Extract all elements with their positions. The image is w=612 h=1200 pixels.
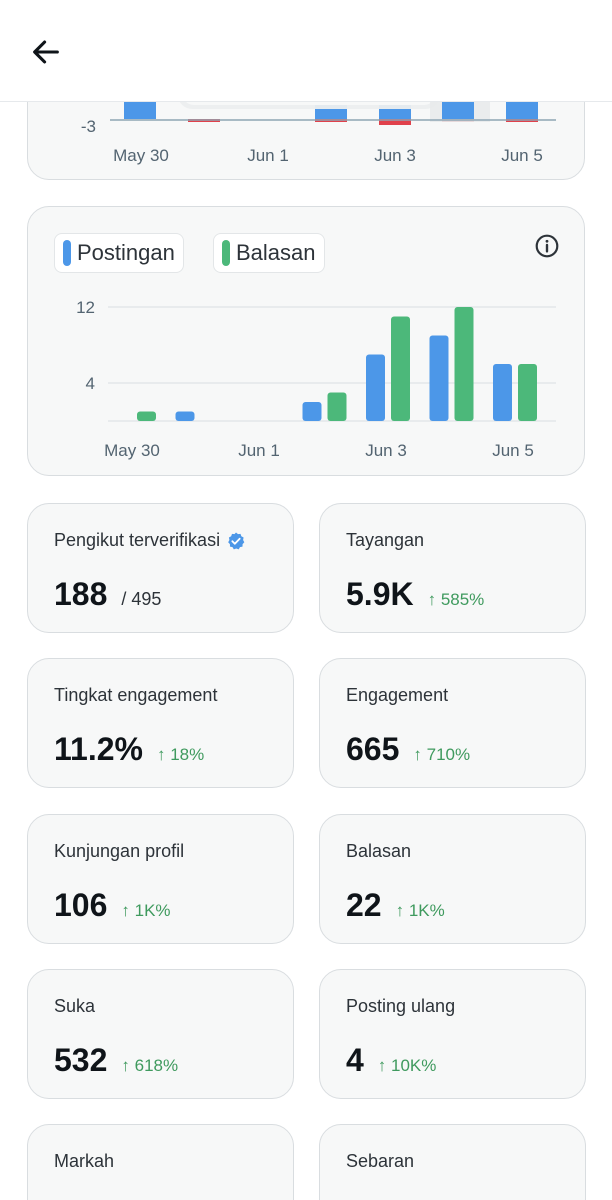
stat-value-row: 188 / 495	[54, 576, 161, 613]
bar-posts	[175, 411, 195, 421]
stat-change: ↑ 10K%	[377, 1056, 437, 1075]
bar-posts	[429, 335, 449, 421]
stat-card-bookmarks[interactable]: Markah	[27, 1124, 294, 1200]
bar-replies	[391, 316, 410, 421]
stat-label: Pengikut terverifikasi	[54, 530, 246, 551]
stat-card-profile-visits[interactable]: Kunjungan profil 106 ↑ 1K%	[27, 814, 294, 944]
arrow-left-icon	[33, 40, 59, 64]
stat-value: 188	[54, 576, 108, 612]
top-chart-x-tick: Jun 5	[501, 146, 543, 165]
stat-value: 5.9K	[346, 576, 414, 612]
top-chart-bar	[442, 101, 474, 119]
stat-change: ↑ 18%	[156, 745, 205, 764]
top-chart-x-tick: Jun 1	[247, 146, 289, 165]
top-chart-bar	[379, 119, 411, 125]
stat-value-row: 665 ↑ 710%	[346, 731, 470, 768]
stat-card-likes[interactable]: Suka 532 ↑ 618%	[27, 969, 294, 1099]
top-chart-y-tick: -3	[81, 117, 96, 136]
info-icon[interactable]	[534, 233, 560, 259]
stat-card-shares[interactable]: Sebaran	[319, 1124, 586, 1200]
bar-replies	[518, 364, 537, 421]
activity-chart-card: Postingan Balasan 12 4 May 30 Jun 1 Jun 3 Jun…	[27, 206, 585, 476]
bar-posts	[493, 364, 512, 421]
stat-card-replies[interactable]: Balasan 22 ↑ 1K%	[319, 814, 586, 944]
stat-card-verified-followers[interactable]: Pengikut terverifikasi 188 / 495	[27, 503, 294, 633]
stat-change: ↑ 1K%	[121, 901, 171, 920]
stat-change: ↑ 710%	[413, 745, 471, 764]
stat-total: / 495	[121, 589, 162, 609]
bar-posts	[366, 354, 385, 421]
y-tick-label: 12	[76, 298, 95, 317]
stat-card-engagements[interactable]: Engagement 665 ↑ 710%	[319, 658, 586, 788]
stat-label: Sebaran	[346, 1151, 415, 1171]
stat-value-row: 11.2% ↑ 18%	[54, 731, 204, 768]
posts-swatch	[63, 240, 71, 266]
y-tick-label: 4	[86, 374, 95, 393]
replies-swatch	[222, 240, 230, 266]
stat-label: Markah	[54, 1151, 115, 1171]
back-button[interactable]	[24, 30, 68, 74]
x-tick-label: Jun 3	[365, 441, 407, 460]
top-chart-bar	[506, 101, 538, 119]
top-bar	[0, 0, 612, 102]
stat-value: 22	[346, 887, 382, 923]
stat-label: Engagement	[346, 685, 449, 705]
stat-card-impressions[interactable]: Tayangan 5.9K ↑ 585%	[319, 503, 586, 633]
legend-posts[interactable]: Postingan	[54, 233, 184, 273]
stat-value-row: 532 ↑ 618%	[54, 1042, 178, 1079]
stat-value-row: 4 ↑ 10K%	[346, 1042, 436, 1079]
stat-label: Balasan	[346, 841, 412, 861]
verified-badge-icon	[228, 532, 245, 549]
legend-replies[interactable]: Balasan	[213, 233, 325, 273]
bar-replies	[327, 392, 347, 421]
stat-label: Suka	[54, 996, 96, 1016]
stat-label-text: Pengikut terverifikasi	[54, 530, 221, 550]
stat-label: Kunjungan profil	[54, 841, 185, 861]
stat-value-row: 106 ↑ 1K%	[54, 887, 171, 924]
legend-replies-label: Balasan	[236, 240, 316, 265]
stat-value-row: 22 ↑ 1K%	[346, 887, 445, 924]
stat-value: 665	[346, 731, 400, 767]
stat-value: 4	[346, 1042, 364, 1078]
x-tick-label: Jun 5	[492, 441, 534, 460]
bar-posts	[302, 402, 322, 421]
stat-value: 532	[54, 1042, 108, 1078]
stat-card-reposts[interactable]: Posting ulang 4 ↑ 10K%	[319, 969, 586, 1099]
stat-change: ↑ 585%	[427, 590, 485, 609]
stat-label: Tayangan	[346, 530, 425, 550]
stat-value: 106	[54, 887, 108, 923]
stat-change: ↑ 618%	[121, 1056, 179, 1075]
top-chart-x-tick: May 30	[113, 146, 169, 165]
stat-card-engagement-rate[interactable]: Tingkat engagement 11.2% ↑ 18%	[27, 658, 294, 788]
stat-label: Tingkat engagement	[54, 685, 218, 705]
bar-replies	[454, 307, 474, 421]
legend-posts-label: Postingan	[77, 240, 175, 265]
x-tick-label: Jun 1	[238, 441, 280, 460]
stat-value: 11.2%	[54, 731, 143, 767]
top-chart-x-tick: Jun 3	[374, 146, 416, 165]
stat-label: Posting ulang	[346, 996, 456, 1016]
bar-replies	[137, 411, 156, 421]
stat-change: ↑ 1K%	[395, 901, 445, 920]
x-tick-label: May 30	[104, 441, 160, 460]
stat-value-row: 5.9K ↑ 585%	[346, 576, 484, 613]
